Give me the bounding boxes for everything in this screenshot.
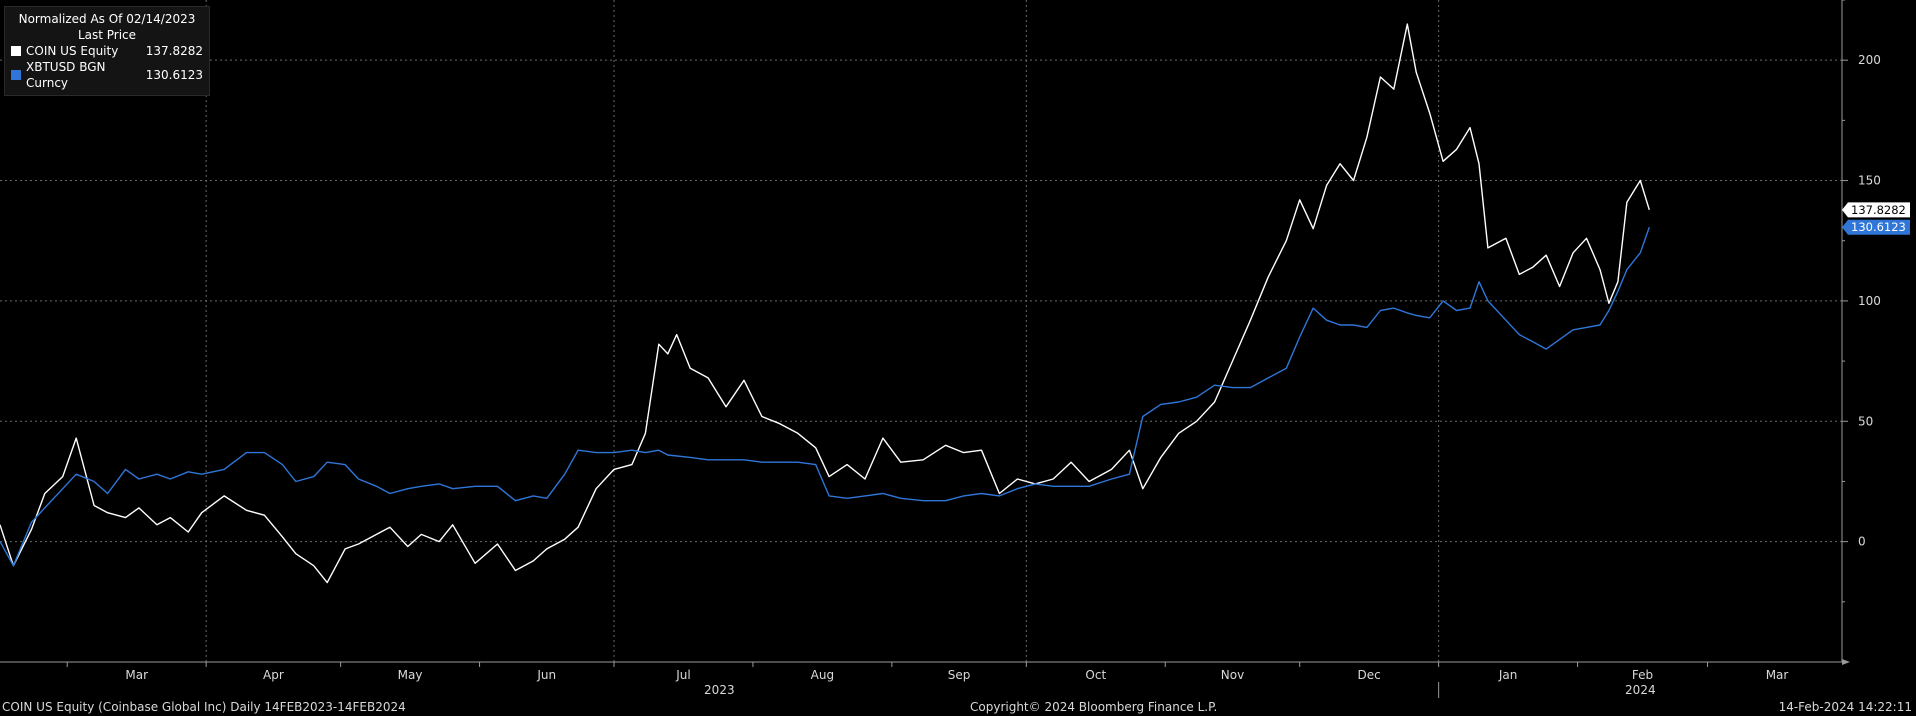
y-tick-label: 150 — [1858, 174, 1881, 188]
legend-label-xbtusd: XBTUSD BGN Curncy — [26, 60, 106, 90]
legend-label-coin: COIN US Equity — [26, 44, 119, 58]
last-value-label-xbtusd: 130.6123 — [1851, 220, 1906, 234]
x-tick-label: Feb — [1632, 668, 1653, 682]
last-value-tag-coin — [1842, 202, 1910, 218]
value-labels: 137.8282 130.6123 — [1842, 202, 1910, 235]
legend-item-coin: COIN US Equity 137.8282 — [11, 43, 203, 59]
legend: Normalized As Of 02/14/2023 Last Price C… — [4, 6, 210, 96]
x-tick-label: Jan — [1498, 668, 1518, 682]
x-tick-label: May — [398, 668, 423, 682]
gridlines — [0, 0, 1842, 662]
x-axis-arrow — [1842, 659, 1850, 665]
legend-item-xbtusd: XBTUSD BGN Curncy 130.6123 — [11, 59, 203, 91]
legend-value-xbtusd: 130.6123 — [145, 68, 203, 82]
x-tick-label: Sep — [948, 668, 971, 682]
footer-security-info: COIN US Equity (Coinbase Global Inc) Dai… — [2, 700, 406, 714]
x-tick-label: Dec — [1358, 668, 1381, 682]
legend-swatch-coin — [11, 46, 21, 56]
footer-timestamp: 14-Feb-2024 14:22:11 — [1778, 700, 1912, 714]
x-tick-label: Mar — [1766, 668, 1789, 682]
x-year-label: 2023 — [704, 683, 735, 697]
chart-title: Normalized As Of 02/14/2023 — [18, 12, 196, 26]
series-line-coin — [0, 23, 1650, 584]
x-tick-label: Oct — [1085, 668, 1106, 682]
legend-value-coin: 137.8282 — [145, 44, 203, 58]
axes: 0 50 100 150 200 Mar Apr May Jun Jul Aug Sep Oct Nov D… — [0, 0, 1881, 698]
x-tick-label: Aug — [811, 668, 834, 682]
y-tick-label: 100 — [1858, 294, 1881, 308]
y-tick-label: 50 — [1858, 414, 1873, 428]
footer-copyright: Copyright© 2024 Bloomberg Finance L.P. — [970, 700, 1218, 714]
series-line-xbtusd — [0, 226, 1650, 567]
chart-subtitle: Last Price — [77, 28, 137, 42]
y-tick-label: 0 — [1858, 535, 1866, 549]
last-value-label-coin: 137.8282 — [1851, 203, 1906, 217]
x-tick-label: Apr — [263, 668, 284, 682]
y-tick-label: 200 — [1858, 53, 1881, 67]
series-lines — [0, 23, 1650, 584]
x-tick-label: Jul — [675, 668, 690, 682]
x-year-label: 2024 — [1625, 683, 1656, 697]
x-tick-label: Jun — [536, 668, 556, 682]
last-value-tag-xbtusd — [1842, 219, 1910, 235]
x-tick-label: Nov — [1221, 668, 1244, 682]
legend-swatch-xbtusd — [11, 70, 21, 80]
x-tick-label: Mar — [125, 668, 148, 682]
